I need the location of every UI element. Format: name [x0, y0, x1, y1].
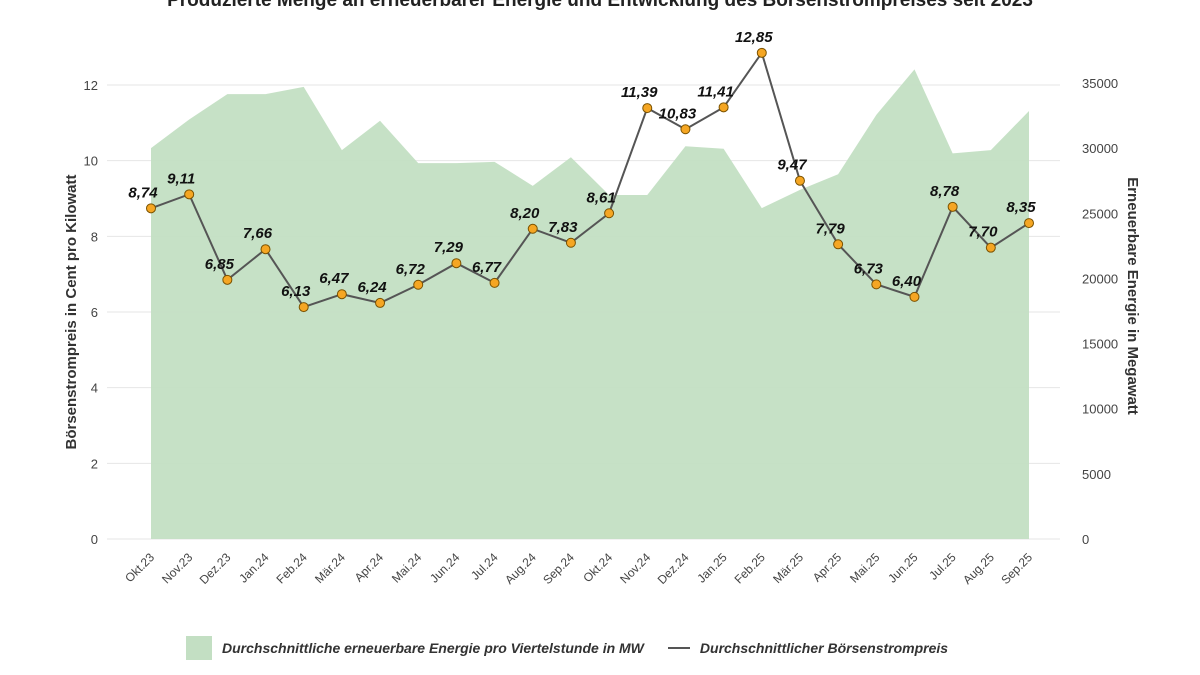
data-point — [718, 102, 729, 113]
x-tick-label: Aug.24 — [502, 550, 539, 587]
chart-title: Produzierte Menge an erneuerbarer Energi… — [167, 0, 1033, 11]
x-tick-label: Nov.24 — [617, 550, 653, 586]
data-label: 6,47 — [319, 270, 349, 287]
data-point — [527, 223, 538, 234]
data-label: 9,47 — [777, 157, 807, 174]
data-label: 12,85 — [735, 29, 773, 46]
data-label: 6,24 — [357, 279, 387, 296]
data-label: 10,83 — [659, 105, 697, 122]
x-tick-label: Jul.24 — [468, 550, 501, 583]
x-tick-label: Mai.25 — [847, 550, 883, 586]
y-right-tick-label: 20000 — [1082, 271, 1118, 286]
data-point — [565, 237, 576, 248]
y-right-tick-label: 25000 — [1082, 206, 1118, 221]
data-point — [794, 175, 805, 186]
data-point — [604, 208, 615, 219]
y-left-tick-label: 0 — [91, 532, 98, 547]
x-tick-label: Apr.24 — [352, 550, 387, 585]
x-tick-label: Apr.25 — [810, 550, 845, 585]
legend: Durchschnittliche erneuerbare Energie pr… — [186, 636, 948, 660]
x-tick-label: Mär.24 — [312, 550, 348, 586]
x-tick-label: Dez.23 — [197, 550, 234, 587]
area-series — [151, 69, 1029, 539]
data-label: 6,77 — [472, 259, 502, 276]
data-label: 9,11 — [167, 170, 195, 187]
data-point — [489, 277, 500, 288]
x-tick-label: Sep.24 — [540, 550, 577, 587]
data-point — [260, 244, 271, 255]
y-right-tick-label: 30000 — [1082, 141, 1118, 156]
data-label: 8,78 — [930, 183, 960, 200]
data-label: 7,79 — [816, 220, 846, 237]
x-tick-label: Sep.25 — [998, 550, 1035, 587]
data-point — [680, 124, 691, 135]
data-point — [756, 47, 767, 58]
legend-label-area: Durchschnittliche erneuerbare Energie pr… — [222, 640, 644, 656]
y-left-tick-label: 4 — [91, 381, 98, 396]
data-label: 11,41 — [697, 83, 733, 100]
data-point — [642, 103, 653, 114]
data-label: 6,73 — [854, 260, 884, 277]
data-point — [146, 203, 156, 214]
x-tick-label: Jan.25 — [694, 550, 730, 586]
legend-swatch-line — [667, 647, 690, 649]
data-point — [336, 289, 347, 300]
data-label: 8,35 — [1006, 199, 1036, 216]
data-label: 8,20 — [510, 205, 540, 222]
data-point — [298, 302, 309, 313]
data-point — [184, 189, 195, 200]
y-right-tick-label: 10000 — [1082, 402, 1118, 417]
x-tick-label: Feb.25 — [732, 550, 769, 587]
line-series — [150, 50, 1030, 309]
data-label: 6,40 — [892, 273, 922, 290]
y-right-tick-label: 15000 — [1082, 337, 1118, 352]
data-point — [451, 258, 462, 269]
data-label: 11,39 — [621, 84, 658, 101]
x-tick-label: Jun.24 — [427, 550, 463, 586]
y-left-tick-label: 12 — [84, 78, 98, 93]
x-tick-label: Feb.24 — [274, 550, 311, 587]
data-label: 7,29 — [434, 239, 464, 256]
data-point — [375, 297, 386, 308]
data-label: 7,70 — [968, 224, 998, 241]
x-tick-label: Mai.24 — [389, 550, 425, 586]
data-point — [413, 279, 424, 290]
data-label: 6,72 — [396, 261, 426, 278]
data-point — [1024, 218, 1034, 229]
y-right-axis-title: Erneuerbare Energie in Megawatt — [1124, 177, 1141, 415]
y-left-axis-title: Börsenstrompreis in Cent pro Kilowatt — [63, 174, 80, 449]
x-tick-label: Jul.25 — [926, 550, 959, 583]
x-tick-label: Aug.25 — [960, 550, 997, 587]
data-label: 8,74 — [128, 184, 158, 201]
data-label: 6,85 — [205, 256, 235, 273]
data-point — [222, 274, 233, 285]
legend-swatch-area — [186, 636, 212, 660]
y-left-tick-label: 6 — [91, 305, 98, 320]
data-label: 7,66 — [243, 225, 273, 242]
x-tick-label: Jan.24 — [236, 550, 272, 586]
data-point — [909, 291, 920, 302]
data-point — [871, 279, 882, 290]
data-label: 6,13 — [281, 283, 311, 300]
y-right-tick-label: 35000 — [1082, 76, 1118, 91]
y-left-tick-label: 2 — [91, 456, 98, 471]
y-right-tick-label: 0 — [1082, 532, 1089, 547]
y-left-tick-label: 10 — [84, 154, 98, 169]
data-label: 7,83 — [548, 219, 578, 236]
x-tick-label: Okt.23 — [122, 550, 157, 585]
x-tick-label: Dez.24 — [655, 550, 692, 587]
x-tick-label: Nov.23 — [159, 550, 195, 586]
y-left-tick-label: 8 — [91, 229, 98, 244]
legend-label-line: Durchschnittlicher Börsenstrompreis — [699, 640, 949, 656]
data-point — [947, 201, 958, 212]
x-tick-label: Okt.24 — [580, 550, 615, 585]
x-tick-label: Jun.25 — [885, 550, 921, 586]
data-point — [833, 239, 844, 250]
data-label: 8,61 — [586, 189, 615, 206]
y-right-tick-label: 5000 — [1082, 467, 1111, 482]
x-tick-label: Mär.25 — [770, 550, 806, 586]
data-point — [985, 242, 996, 253]
